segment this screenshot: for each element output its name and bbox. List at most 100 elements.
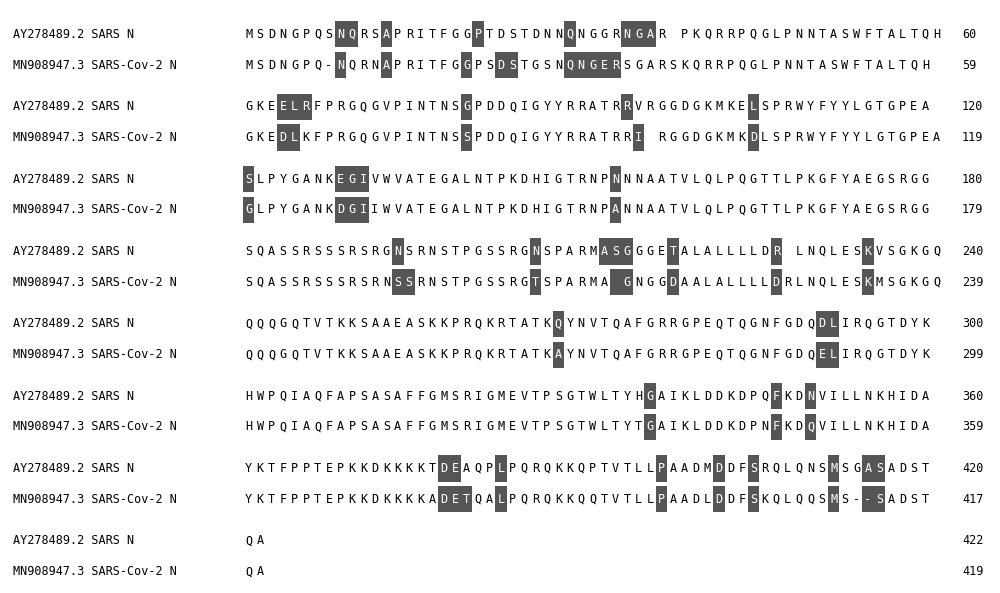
Text: A: A (406, 348, 413, 361)
Bar (656, 455, 667, 482)
Text: Y: Y (841, 203, 849, 216)
Text: R: R (578, 131, 585, 144)
Text: N: N (807, 28, 814, 41)
Text: G: G (669, 100, 677, 113)
Text: H: H (245, 420, 252, 433)
Text: T: T (486, 173, 493, 186)
Text: D: D (497, 131, 505, 144)
Text: T: T (669, 203, 677, 216)
Text: P: P (692, 348, 700, 361)
Text: K: K (543, 317, 550, 330)
Bar (438, 455, 449, 482)
Text: I: I (406, 100, 413, 113)
Text: P: P (727, 173, 734, 186)
Text: A: A (303, 173, 310, 186)
Bar (862, 238, 874, 264)
Text: M: M (727, 131, 734, 144)
Text: G: G (348, 100, 356, 113)
Text: P: P (773, 59, 780, 72)
Text: T: T (761, 203, 768, 216)
Text: S: S (887, 203, 894, 216)
Text: MN908947.3 SARS-Cov-2 N: MN908947.3 SARS-Cov-2 N (13, 493, 177, 506)
Text: F: F (853, 59, 860, 72)
Text: S: S (910, 462, 917, 475)
Text: P: P (303, 493, 310, 506)
Text: D: D (692, 493, 700, 506)
Text: P: P (543, 390, 550, 403)
Bar (610, 238, 621, 264)
Text: D: D (440, 493, 447, 506)
Text: D: D (899, 348, 906, 361)
Text: T: T (727, 317, 734, 330)
Text: K: K (257, 131, 264, 144)
Text: I: I (635, 131, 642, 144)
Text: AY278489.2 SARS N: AY278489.2 SARS N (13, 28, 134, 41)
Text: R: R (578, 245, 585, 258)
Text: D: D (268, 28, 275, 41)
Text: 239: 239 (962, 276, 983, 289)
Text: Q: Q (348, 28, 356, 41)
Text: Y: Y (819, 131, 826, 144)
Text: S: S (497, 245, 505, 258)
Text: Q: Q (257, 276, 264, 289)
Text: A: A (383, 59, 390, 72)
Bar (667, 269, 679, 295)
Bar (346, 166, 358, 192)
Text: S: S (325, 245, 333, 258)
Text: T: T (635, 420, 642, 433)
Text: L: L (887, 59, 894, 72)
Text: G: G (899, 276, 906, 289)
Text: S: S (257, 28, 264, 41)
Text: L: L (463, 173, 470, 186)
Text: I: I (830, 420, 837, 433)
Text: L: L (704, 276, 711, 289)
Text: G: G (280, 317, 287, 330)
Text: G: G (463, 59, 470, 72)
Text: E: E (429, 203, 436, 216)
Text: N: N (337, 59, 344, 72)
Text: F: F (440, 59, 447, 72)
Text: S: S (337, 245, 344, 258)
Text: G: G (520, 245, 528, 258)
Text: R: R (417, 245, 424, 258)
Text: Q: Q (796, 493, 803, 506)
Text: MN908947.3 SARS-Cov-2 N: MN908947.3 SARS-Cov-2 N (13, 276, 177, 289)
Text: 60: 60 (962, 28, 976, 41)
Text: A: A (647, 28, 654, 41)
Text: Q: Q (738, 203, 745, 216)
Text: R: R (899, 203, 906, 216)
Text: E: E (658, 245, 665, 258)
Text: N: N (578, 317, 585, 330)
Bar (874, 486, 885, 512)
Text: Q: Q (819, 245, 826, 258)
Bar (346, 197, 358, 223)
Text: MN908947.3 SARS-Cov-2 N: MN908947.3 SARS-Cov-2 N (13, 203, 177, 216)
Text: G: G (475, 276, 482, 289)
Bar (805, 414, 816, 440)
Text: G: G (624, 245, 631, 258)
Text: AY278489.2 SARS N: AY278489.2 SARS N (13, 462, 134, 475)
Text: W: W (257, 420, 264, 433)
Text: K: K (440, 317, 447, 330)
Text: S: S (394, 276, 401, 289)
Text: E: E (452, 462, 459, 475)
Bar (530, 238, 541, 264)
Text: AY278489.2 SARS N: AY278489.2 SARS N (13, 245, 134, 258)
Text: A: A (383, 317, 390, 330)
Text: Y: Y (910, 317, 917, 330)
Text: Y: Y (543, 100, 550, 113)
Text: N: N (589, 173, 596, 186)
Bar (576, 52, 587, 78)
Text: D: D (819, 317, 826, 330)
Text: T: T (486, 203, 493, 216)
Text: K: K (348, 462, 356, 475)
Text: S: S (280, 245, 287, 258)
Text: Q: Q (291, 317, 298, 330)
Text: A: A (681, 276, 688, 289)
Text: R: R (612, 100, 619, 113)
Text: K: K (807, 173, 814, 186)
Text: F: F (773, 390, 780, 403)
Text: P: P (899, 100, 906, 113)
Text: K: K (692, 28, 700, 41)
Text: D: D (704, 420, 711, 433)
